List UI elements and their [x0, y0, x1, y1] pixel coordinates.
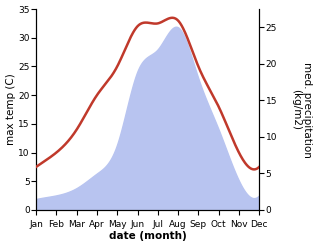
Y-axis label: med. precipitation
(kg/m2): med. precipitation (kg/m2): [291, 62, 313, 157]
Y-axis label: max temp (C): max temp (C): [5, 74, 16, 145]
X-axis label: date (month): date (month): [109, 231, 187, 242]
